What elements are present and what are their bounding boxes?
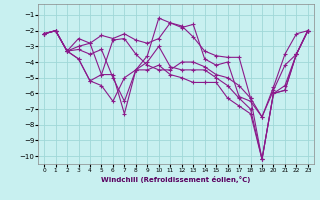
X-axis label: Windchill (Refroidissement éolien,°C): Windchill (Refroidissement éolien,°C) xyxy=(101,176,251,183)
